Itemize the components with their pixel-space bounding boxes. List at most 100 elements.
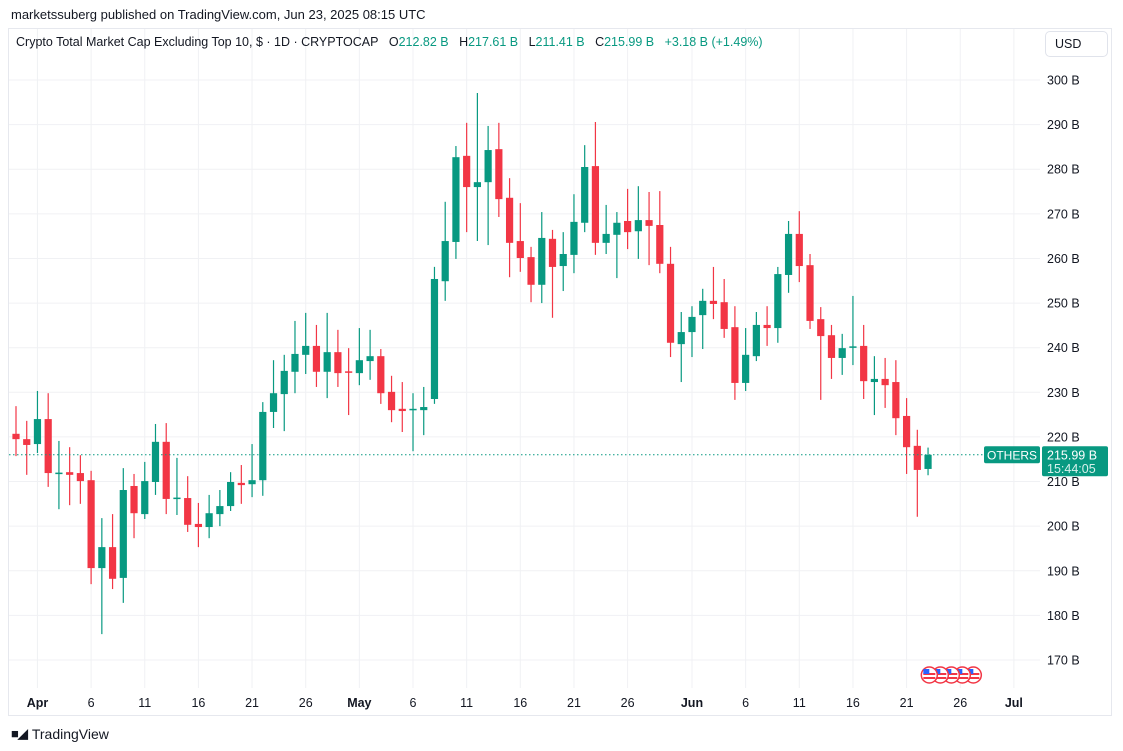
x-tick-label: 6 [410, 696, 417, 710]
flag-stripe [923, 677, 936, 679]
publisher-line: marketssuberg published on TradingView.c… [11, 7, 426, 22]
candle-down [860, 324, 868, 399]
candle-up [291, 320, 299, 394]
tradingview-brand[interactable]: ■◢ TradingView [11, 726, 109, 742]
candle-body [248, 480, 256, 485]
candle-up [420, 386, 428, 436]
candle-up [774, 266, 782, 343]
y-tick-label: 250 B [1047, 297, 1080, 311]
candle-up [141, 461, 149, 520]
countdown: 15:44:05 [1047, 462, 1096, 476]
chart-frame [8, 28, 1112, 716]
candle-body [784, 233, 793, 275]
candle-down [656, 191, 664, 274]
candle-down [505, 178, 514, 278]
candle-body [677, 332, 685, 345]
candle-body [763, 324, 771, 329]
y-tick-label: 240 B [1047, 341, 1080, 355]
candle-down [184, 476, 192, 532]
candle-body [33, 419, 42, 445]
legend-h-label: H [459, 35, 469, 49]
candle-up [699, 288, 707, 350]
candle-down [827, 324, 836, 379]
candle-down [334, 329, 342, 387]
candle-up [581, 145, 589, 233]
candle-up [570, 194, 578, 274]
candle-up [205, 494, 213, 539]
candle-body [860, 345, 868, 382]
candle-body [452, 157, 460, 242]
candle-body [838, 348, 846, 358]
candle-body [688, 316, 696, 333]
candle-up [538, 212, 546, 304]
candle-up [33, 390, 42, 453]
legend-high: 217.61 B [468, 35, 519, 49]
candle-down [731, 306, 739, 400]
candle-down [720, 278, 728, 338]
legend-open: 212.82 B [398, 35, 449, 49]
candle-down [23, 420, 31, 475]
symbol-tag-bg [984, 446, 1040, 464]
price-tag-bg [1042, 446, 1108, 477]
candle-up [613, 212, 621, 279]
x-tick-label: May [347, 696, 371, 710]
candle-down [12, 406, 20, 457]
x-tick-label: 21 [567, 696, 581, 710]
candle-down [495, 122, 503, 217]
candle-up [752, 311, 760, 362]
y-tick-label: 170 B [1047, 653, 1080, 667]
x-tick-label: 11 [138, 696, 151, 710]
x-tick-label: 16 [846, 696, 860, 710]
y-tick-label: 220 B [1047, 430, 1080, 444]
candle-down [387, 375, 396, 423]
candle-body [66, 472, 74, 475]
candle-body [44, 419, 52, 474]
candle-body [817, 319, 825, 337]
candle-body [709, 300, 718, 304]
candle-up [151, 423, 160, 495]
flag-stripe [956, 677, 969, 679]
candle-up [302, 312, 310, 375]
candle-up [484, 125, 492, 246]
candle-body [699, 300, 707, 316]
flag-stripe [967, 677, 980, 679]
candle-up [280, 354, 288, 432]
flag-canton [923, 669, 930, 674]
candle-down [66, 447, 74, 506]
x-tick-label: 21 [245, 696, 259, 710]
candle-down [892, 360, 900, 436]
candle-body [130, 485, 138, 514]
candle-down [162, 423, 170, 515]
candle-body [76, 473, 84, 482]
candle-body [591, 166, 600, 243]
candle-body [441, 241, 449, 282]
candle-body [881, 378, 889, 386]
candle-down [527, 246, 535, 303]
candle-down [645, 191, 653, 266]
us-flag-event-icon [920, 666, 939, 684]
currency-button[interactable]: USD [1045, 31, 1108, 57]
candle-body [420, 407, 428, 411]
candle-down [377, 349, 385, 404]
candle-down [463, 122, 471, 233]
candle-down [666, 246, 675, 358]
candle-body [23, 439, 31, 445]
candle-body [742, 354, 750, 383]
tradingview-logo-icon: ■◢ [11, 726, 28, 741]
candle-down [548, 229, 557, 318]
candle-body [173, 497, 181, 500]
candle-body [237, 482, 245, 486]
x-tick-label: 6 [742, 696, 749, 710]
candle-down [591, 121, 600, 255]
candle-down [194, 502, 203, 548]
candle-body [602, 233, 610, 243]
y-tick-label: 190 B [1047, 564, 1080, 578]
candle-down [881, 357, 889, 408]
candle-body [473, 182, 481, 188]
candle-down [624, 188, 632, 250]
legend-o-label: O [388, 35, 399, 49]
candle-up [742, 328, 750, 391]
candle-up [98, 518, 106, 635]
candle-body [774, 274, 782, 329]
